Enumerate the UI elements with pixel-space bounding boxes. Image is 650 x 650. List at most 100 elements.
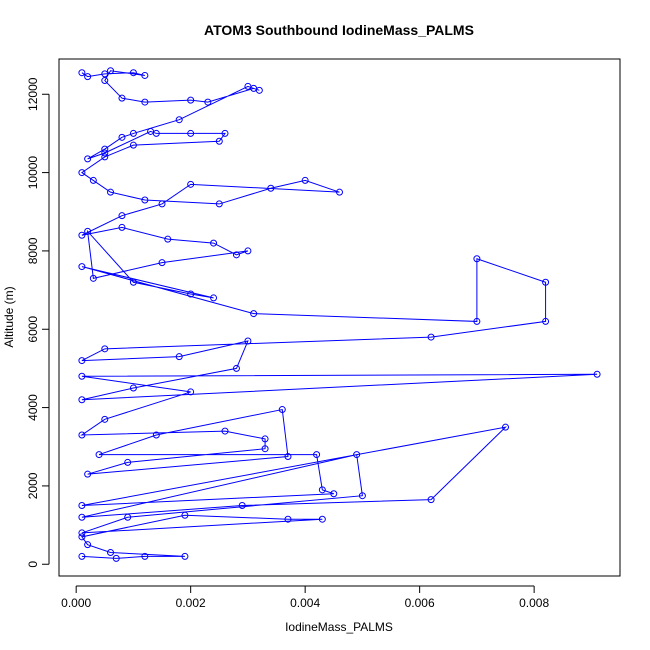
data-point bbox=[210, 294, 218, 302]
data-point bbox=[101, 145, 109, 153]
data-point bbox=[330, 490, 338, 498]
data-point bbox=[175, 353, 183, 361]
data-point bbox=[84, 155, 92, 163]
data-point bbox=[84, 73, 92, 81]
data-point bbox=[593, 370, 601, 378]
y-tick-label: 4000 bbox=[26, 394, 40, 421]
data-point bbox=[221, 129, 229, 137]
data-point bbox=[78, 357, 86, 365]
data-point bbox=[250, 310, 258, 318]
series-layer bbox=[78, 67, 601, 562]
data-point bbox=[78, 533, 86, 541]
data-point bbox=[542, 317, 550, 325]
data-point bbox=[84, 470, 92, 478]
data-point bbox=[78, 69, 86, 77]
data-point bbox=[232, 364, 240, 372]
data-point bbox=[141, 98, 149, 106]
data-point bbox=[89, 274, 97, 282]
data-point bbox=[124, 513, 132, 521]
x-tick-label: 0.004 bbox=[290, 596, 320, 610]
data-point bbox=[261, 435, 269, 443]
data-point bbox=[313, 451, 321, 459]
data-point bbox=[502, 423, 510, 431]
data-point bbox=[78, 529, 86, 537]
data-point bbox=[358, 492, 366, 500]
data-point bbox=[78, 231, 86, 239]
data-point bbox=[473, 255, 481, 263]
data-point bbox=[107, 549, 115, 556]
data-point bbox=[141, 71, 149, 79]
data-point bbox=[141, 552, 149, 560]
data-point bbox=[158, 259, 166, 267]
series-line bbox=[80, 70, 598, 559]
data-point bbox=[101, 149, 109, 157]
data-point bbox=[129, 69, 137, 77]
data-point bbox=[78, 169, 86, 177]
data-point bbox=[181, 552, 189, 560]
data-point bbox=[101, 153, 109, 161]
y-tick-label: 2000 bbox=[26, 472, 40, 499]
data-point bbox=[187, 290, 195, 298]
x-axis: 0.000 0.002 0.004 0.006 0.008 bbox=[61, 585, 549, 610]
data-point bbox=[175, 116, 183, 124]
data-point bbox=[278, 406, 286, 414]
data-point bbox=[101, 70, 109, 78]
data-point bbox=[101, 77, 109, 85]
data-point bbox=[84, 541, 92, 549]
x-axis-label: IodineMass_PALMS bbox=[285, 620, 393, 634]
data-point bbox=[284, 453, 292, 461]
y-tick-label: 10000 bbox=[26, 156, 40, 190]
y-axis: 0 2000 4000 6000 8000 10000 12000 bbox=[26, 77, 50, 568]
data-point bbox=[232, 251, 240, 259]
data-point bbox=[318, 515, 326, 523]
x-tick-label: 0.002 bbox=[176, 596, 206, 610]
data-point bbox=[427, 333, 435, 341]
data-point bbox=[215, 200, 223, 208]
data-point bbox=[215, 137, 223, 145]
data-point bbox=[78, 372, 86, 380]
x-tick-label: 0.000 bbox=[61, 596, 91, 610]
data-point bbox=[107, 188, 115, 196]
data-point bbox=[204, 98, 212, 106]
data-point bbox=[101, 345, 109, 353]
data-point bbox=[187, 388, 195, 396]
data-point bbox=[267, 184, 275, 192]
data-point bbox=[318, 486, 326, 494]
data-point bbox=[78, 431, 86, 439]
data-point bbox=[164, 235, 172, 243]
data-point bbox=[152, 431, 160, 439]
data-point bbox=[152, 129, 160, 137]
y-tick-label: 12000 bbox=[26, 77, 40, 111]
data-point bbox=[244, 82, 252, 90]
x-tick-label: 0.008 bbox=[519, 596, 549, 610]
data-point bbox=[78, 513, 86, 521]
data-point bbox=[141, 196, 149, 204]
data-point bbox=[84, 227, 92, 235]
data-point bbox=[118, 133, 126, 141]
chart-title: ATOM3 Southbound IodineMass_PALMS bbox=[204, 22, 474, 38]
data-point bbox=[89, 176, 97, 184]
data-point bbox=[427, 496, 435, 504]
data-point bbox=[353, 451, 361, 459]
data-point bbox=[336, 188, 343, 196]
y-tick-label: 8000 bbox=[26, 237, 40, 264]
data-point bbox=[101, 415, 109, 423]
data-point bbox=[129, 278, 137, 286]
data-point bbox=[244, 247, 252, 255]
y-axis-label: Altitude (m) bbox=[2, 286, 16, 347]
data-point bbox=[95, 451, 103, 459]
data-point bbox=[112, 554, 120, 562]
data-point bbox=[78, 263, 86, 271]
data-point bbox=[118, 223, 126, 231]
y-tick-label: 6000 bbox=[26, 316, 40, 343]
data-point bbox=[118, 94, 126, 102]
data-point bbox=[187, 96, 195, 104]
data-point bbox=[210, 239, 218, 247]
data-point bbox=[118, 212, 126, 220]
data-point bbox=[181, 511, 189, 519]
data-point bbox=[187, 180, 195, 188]
data-point bbox=[78, 502, 86, 509]
data-point bbox=[107, 67, 115, 75]
data-point bbox=[301, 176, 309, 184]
